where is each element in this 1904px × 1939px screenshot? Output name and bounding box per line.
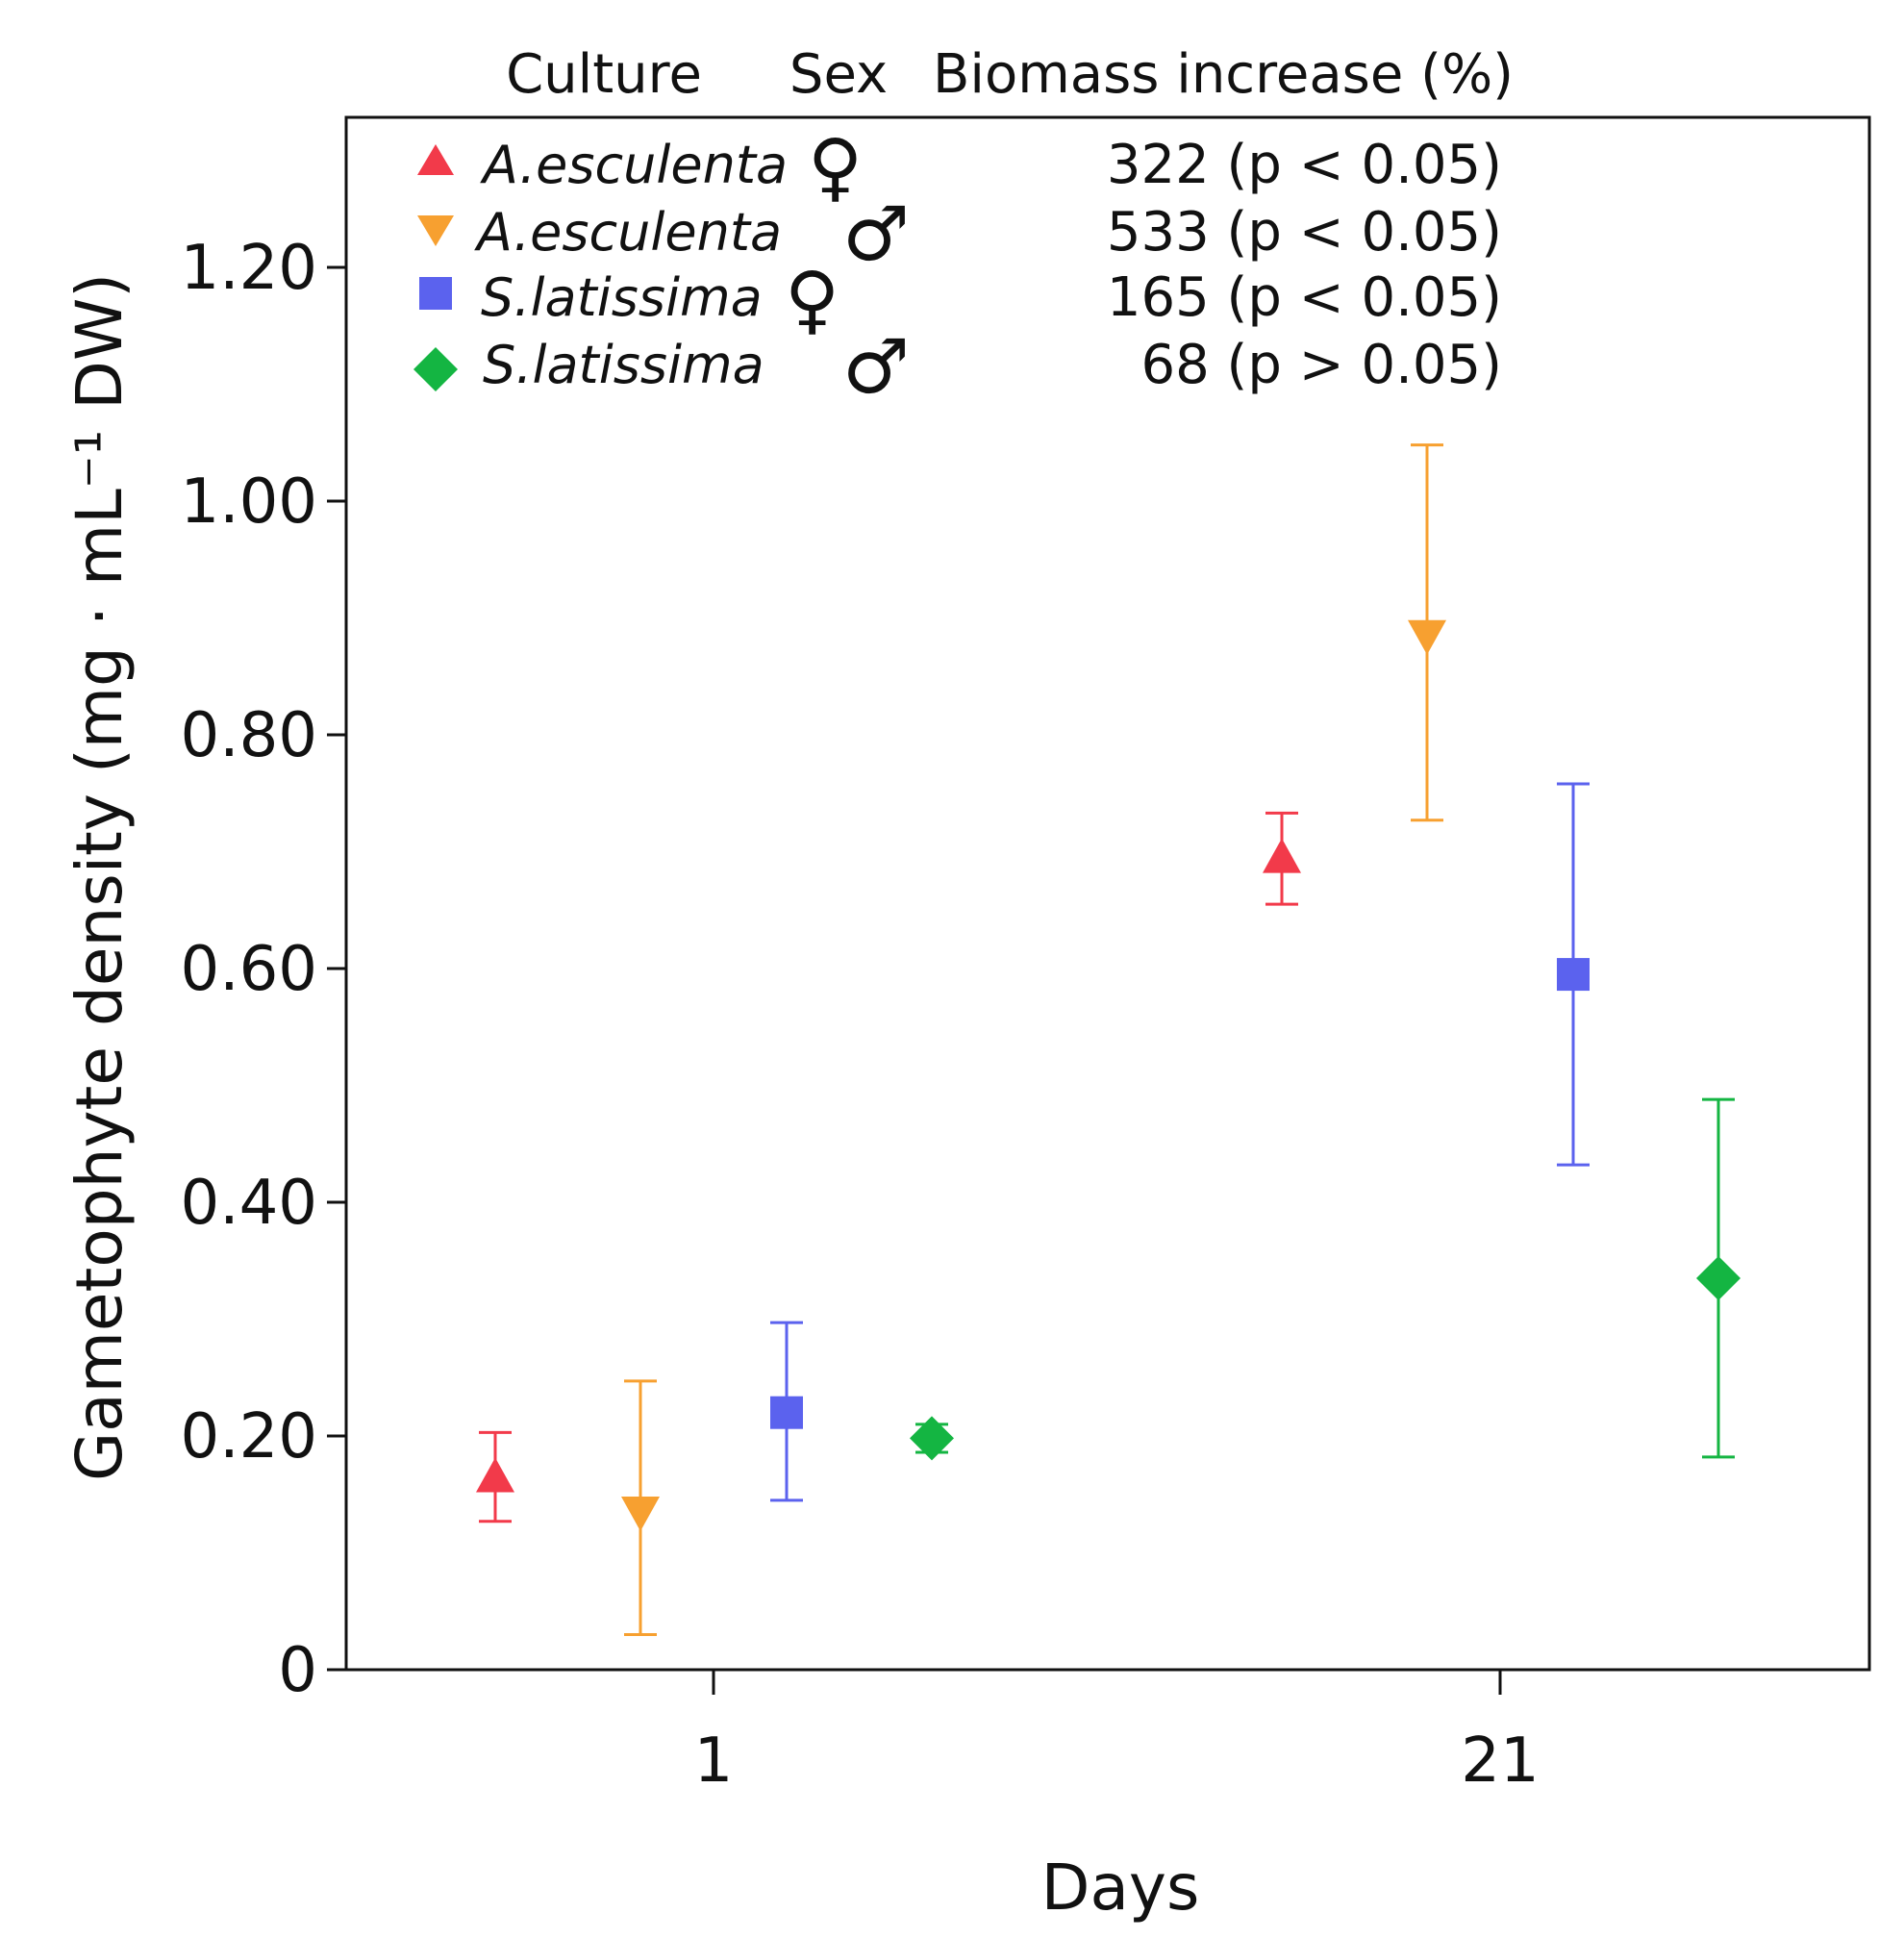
legend-header-culture: Culture	[506, 43, 702, 106]
legend-row: A.esculenta ♀ 322 (p < 0.05)	[417, 124, 1502, 211]
legend-culture-name: S.latissima	[481, 267, 763, 328]
data-marks	[476, 443, 1741, 1637]
data-point-marker	[1696, 1255, 1741, 1300]
legend-biomass-value: 165 (p < 0.05)	[1107, 266, 1502, 329]
legend-marker-diamond	[413, 347, 458, 391]
legend-row: A.esculenta ♂ 533 (p < 0.05)	[417, 191, 1502, 278]
y-tick-label: 0.20	[181, 1401, 318, 1473]
data-point	[1557, 782, 1590, 1167]
legend-sex-symbol: ♂	[842, 191, 910, 278]
x-axis-title: Days	[1041, 1851, 1200, 1925]
legend-row: S.latissima ♀ 165 (p < 0.05)	[419, 257, 1502, 343]
legend-culture-name: A.esculenta	[480, 135, 788, 195]
x-tick-label: 1	[694, 1725, 734, 1797]
data-point-marker	[1408, 619, 1446, 655]
legend-culture-name: S.latissima	[483, 335, 764, 395]
y-tick-label: 0.60	[181, 934, 318, 1005]
legend-marker-triangle-up	[417, 144, 454, 175]
data-point-marker	[621, 1496, 660, 1531]
data-point-marker	[1263, 838, 1301, 873]
legend-culture-name: A.esculenta	[474, 202, 782, 263]
data-point	[621, 1379, 660, 1637]
y-tick-label: 0.80	[181, 700, 318, 771]
legend-biomass-value: 68 (p > 0.05)	[1140, 334, 1502, 396]
legend-header-sex: Sex	[789, 43, 888, 106]
y-tick-label: 1.20	[181, 233, 318, 304]
y-tick-label: 0.40	[181, 1168, 318, 1239]
data-point	[476, 1430, 514, 1524]
y-axis: 0 0.20 0.40 0.60 0.80 1.00 1.20	[181, 233, 346, 1706]
data-point	[770, 1321, 803, 1502]
legend-biomass-value: 533 (p < 0.05)	[1107, 201, 1502, 264]
data-point	[1696, 1097, 1741, 1459]
legend-header-biomass: Biomass increase (%)	[933, 43, 1514, 106]
data-point-marker	[476, 1457, 514, 1493]
data-point-marker	[910, 1416, 954, 1461]
data-point	[1408, 443, 1446, 822]
legend-marker-triangle-down	[417, 215, 454, 246]
legend-sex-symbol: ♀	[785, 257, 839, 343]
x-tick-label: 21	[1461, 1725, 1539, 1797]
legend-biomass-value: 322 (p < 0.05)	[1107, 134, 1502, 196]
y-tick-label: 1.00	[181, 466, 318, 538]
plot-frame	[344, 115, 1871, 1672]
data-point-marker	[1557, 958, 1590, 992]
data-point-marker	[770, 1396, 803, 1429]
y-axis-title: Gametophyte density (mg · mL⁻¹ DW)	[63, 273, 137, 1481]
data-point	[910, 1416, 954, 1461]
data-point	[1263, 811, 1301, 906]
x-axis: 1 21	[694, 1670, 1540, 1797]
legend-row: S.latissima ♂ 68 (p > 0.05)	[413, 324, 1502, 411]
legend-sex-symbol: ♂	[842, 324, 910, 411]
legend-sex-symbol: ♀	[808, 124, 863, 211]
y-tick-label: 0	[278, 1635, 317, 1706]
legend-marker-square	[419, 277, 452, 310]
legend: A.esculenta ♀ 322 (p < 0.05) A.esculenta…	[413, 124, 1502, 411]
